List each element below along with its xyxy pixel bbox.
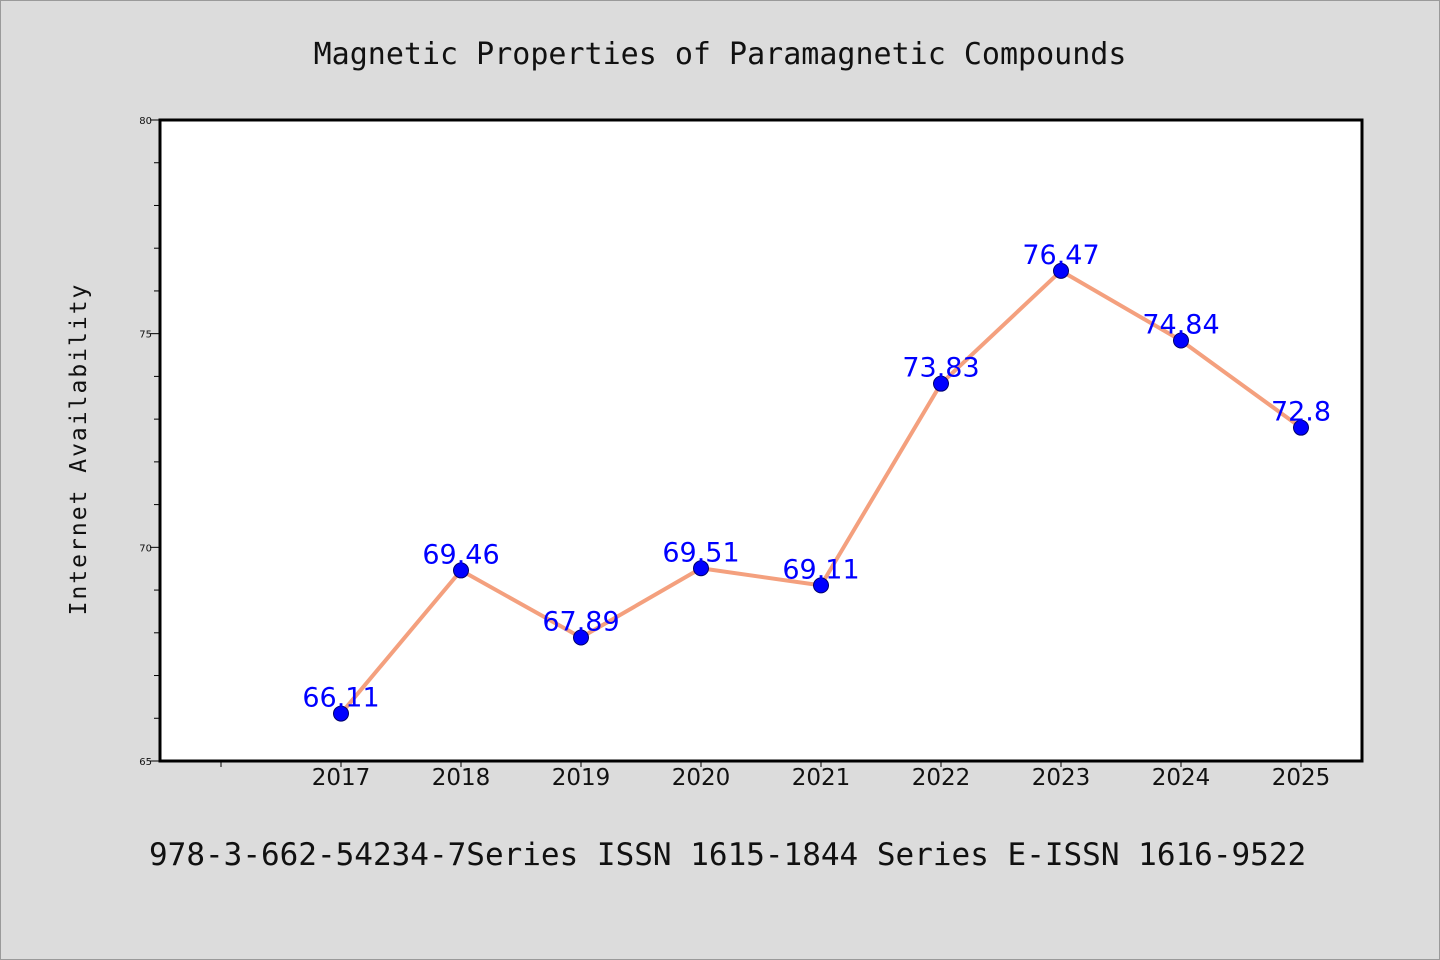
data-label: 74.84 [1142,310,1219,341]
x-tick-label: 2024 [1152,765,1211,791]
data-point [813,577,829,594]
y-tick-label: 75 [139,330,152,341]
data-label: 76.47 [1022,240,1099,271]
y-axis-label: Internet Availability [66,283,92,616]
data-label: 73.83 [902,353,979,384]
data-point [573,629,589,646]
y-tick-label: 65 [139,757,152,768]
data-point [453,562,469,579]
y-axis: 65 70 75 80 [139,116,160,768]
x-tick-label: 2021 [792,765,851,791]
data-point [1173,332,1189,349]
x-tick-label: 2017 [312,765,371,791]
data-label: 66.11 [302,683,379,714]
data-point [933,375,949,392]
data-point [1053,262,1069,279]
x-axis: 2017 2018 2019 2020 2021 2022 2023 2024 2025 [220,761,1331,791]
x-tick-label: 2018 [432,765,491,791]
data-label: 69.11 [782,554,859,585]
data-label: 69.46 [422,539,499,570]
x-tick-label: 2025 [1272,765,1331,791]
data-point [1293,419,1309,436]
chart-title: Magnetic Properties of Paramagnetic Comp… [314,37,1127,72]
x-tick-label: 2019 [552,765,611,791]
marker-layer [333,262,1309,722]
data-point [693,560,709,577]
data-label: 72.8 [1271,397,1331,428]
footer-text: 978-3-662-54234-7Series ISSN 1615-1844 S… [149,837,1306,873]
plot-area [158,118,1364,763]
x-tick-label: 2020 [672,765,731,791]
data-label-layer: 66.11 69.46 67.89 69.51 69.11 73.83 76.47 74.84… [302,240,1331,714]
y-tick-label: 80 [139,116,152,127]
x-tick-label: 2022 [912,765,971,791]
data-label: 67.89 [542,607,619,638]
data-point [333,705,349,722]
data-label: 69.51 [662,537,739,568]
x-tick-label: 2023 [1032,765,1091,791]
y-tick-label: 70 [139,543,152,554]
